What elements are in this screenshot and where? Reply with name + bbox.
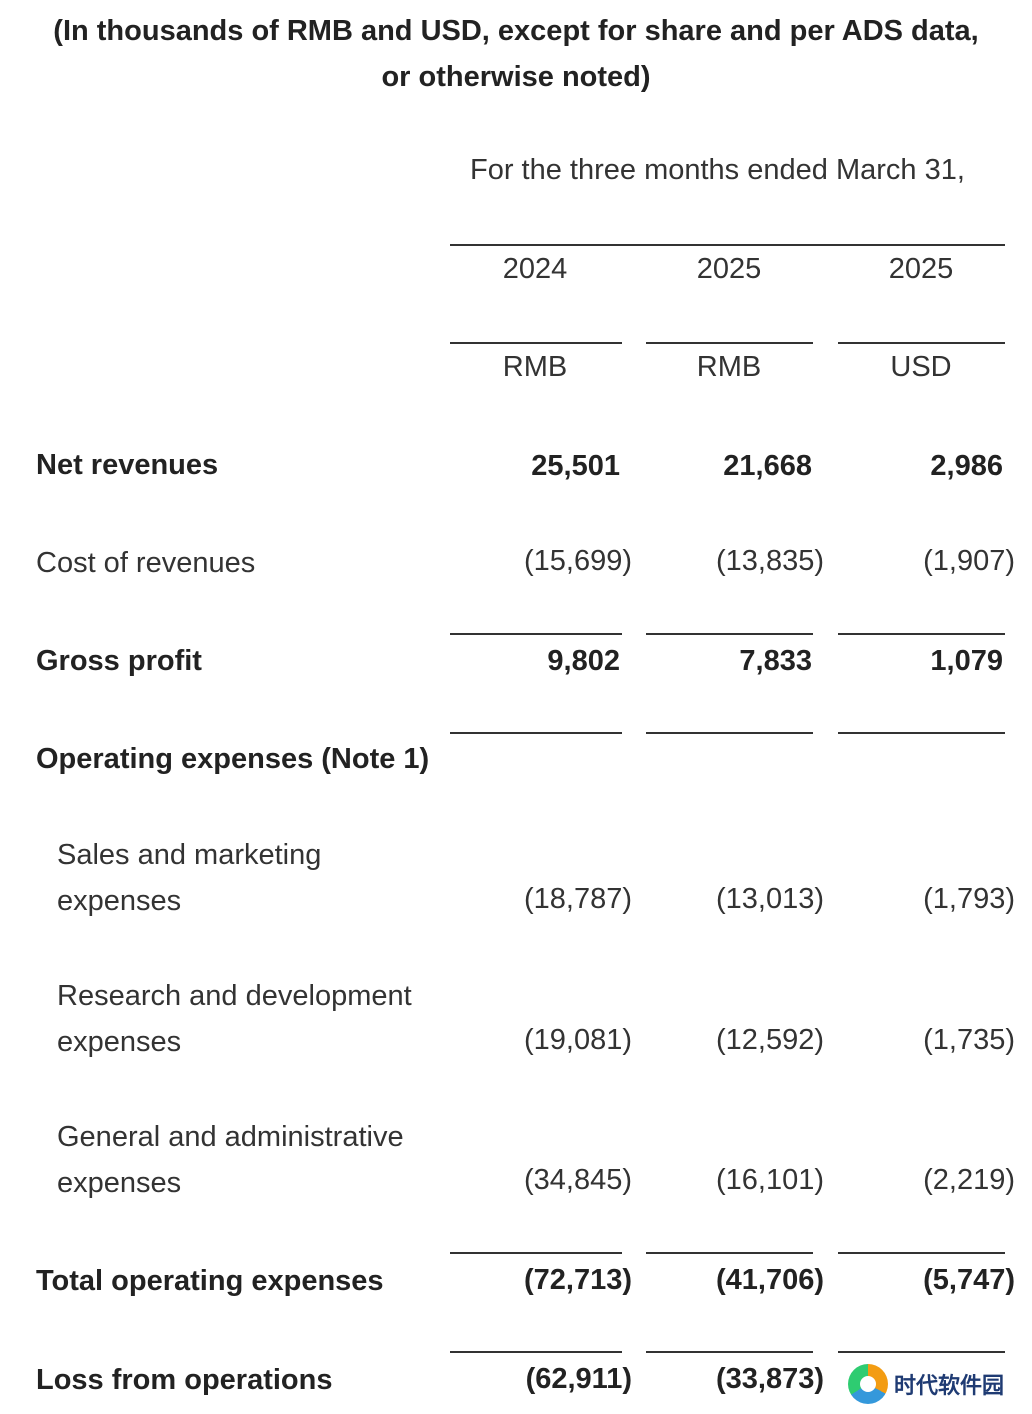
row-label-gross-profit: Gross profit — [36, 645, 202, 677]
loss-rule-2 — [646, 1351, 813, 1353]
year-rule-3 — [838, 342, 1005, 344]
research-development-2024-rmb: (19,081) — [523, 1024, 632, 1056]
sales-marketing-2024-rmb: (18,787) — [523, 883, 632, 915]
net-revenues-2025-rmb: 21,668 — [723, 450, 812, 482]
gross-profit-2024-rmb: 9,802 — [547, 645, 620, 677]
site-logo-icon — [848, 1364, 888, 1404]
loss-rule-1 — [450, 1351, 622, 1353]
cost-of-revenues-2024-rmb: (15,699) — [523, 545, 632, 577]
column-currency-2: RMB — [696, 351, 762, 383]
year-rule-1 — [450, 342, 622, 344]
row-label-net-revenues: Net revenues — [36, 449, 219, 481]
year-rule-2 — [646, 342, 813, 344]
row-label-general-admin: General and administrative expenses — [57, 1121, 404, 1199]
total-opex-2024-rmb: (72,713) — [523, 1264, 632, 1296]
sales-marketing-2025-rmb: (13,013) — [715, 883, 824, 915]
research-development-2025-rmb: (12,592) — [715, 1024, 824, 1056]
column-year-2: 2025 — [696, 253, 762, 285]
total-opex-rule-2 — [646, 1252, 813, 1254]
general-admin-2025-usd: (2,219) — [923, 1164, 1015, 1196]
gross-profit-rule-3 — [838, 732, 1005, 734]
column-year-1: 2024 — [502, 253, 568, 285]
watermark-text: 时代软件园 — [894, 1374, 1005, 1399]
period-header: For the three months ended March 31, — [470, 154, 965, 186]
gross-profit-rule-2 — [646, 732, 813, 734]
subtotal-rule-3 — [838, 633, 1005, 635]
caption-line-1: (In thousands of RMB and USD, except for… — [53, 15, 979, 47]
sales-marketing-2025-usd: (1,793) — [923, 883, 1015, 915]
research-development-2025-usd: (1,735) — [923, 1024, 1015, 1056]
net-revenues-2024-rmb: 25,501 — [531, 450, 620, 482]
loss-rule-3 — [838, 1351, 1005, 1353]
column-currency-3: USD — [890, 351, 952, 383]
total-opex-rule-1 — [450, 1252, 622, 1254]
gross-profit-2025-usd: 1,079 — [930, 645, 1003, 677]
row-label-operating-expenses: Operating expenses (Note 1) — [36, 743, 430, 775]
column-currency-1: RMB — [502, 351, 568, 383]
loss-ops-2024-rmb: (62,911) — [525, 1363, 632, 1395]
total-opex-rule-3 — [838, 1252, 1005, 1254]
table-caption: (In thousands of RMB and USD, except for… — [0, 8, 1032, 100]
row-label-total-operating-expenses: Total operating expenses — [36, 1265, 384, 1297]
total-opex-2025-rmb: (41,706) — [715, 1264, 824, 1296]
caption-line-2: or otherwise noted) — [381, 61, 651, 93]
header-rule — [450, 244, 1005, 246]
general-admin-2024-rmb: (34,845) — [523, 1164, 632, 1196]
cost-of-revenues-2025-usd: (1,907) — [923, 545, 1015, 577]
site-watermark: 时代软件园 — [848, 1360, 1028, 1408]
subtotal-rule-2 — [646, 633, 813, 635]
net-revenues-2025-usd: 2,986 — [930, 450, 1003, 482]
row-label-research-development: Research and development expenses — [57, 980, 412, 1058]
total-opex-2025-usd: (5,747) — [923, 1264, 1015, 1296]
column-year-3: 2025 — [888, 253, 954, 285]
cost-of-revenues-2025-rmb: (13,835) — [715, 545, 824, 577]
gross-profit-2025-rmb: 7,833 — [739, 645, 812, 677]
general-admin-2025-rmb: (16,101) — [715, 1164, 824, 1196]
row-label-cost-of-revenues: Cost of revenues — [36, 547, 256, 579]
row-label-sales-marketing: Sales and marketing expenses — [57, 839, 322, 917]
loss-ops-2025-rmb: (33,873) — [715, 1363, 824, 1395]
row-label-loss-from-operations: Loss from operations — [36, 1364, 333, 1396]
subtotal-rule-1 — [450, 633, 622, 635]
gross-profit-rule-1 — [450, 732, 622, 734]
